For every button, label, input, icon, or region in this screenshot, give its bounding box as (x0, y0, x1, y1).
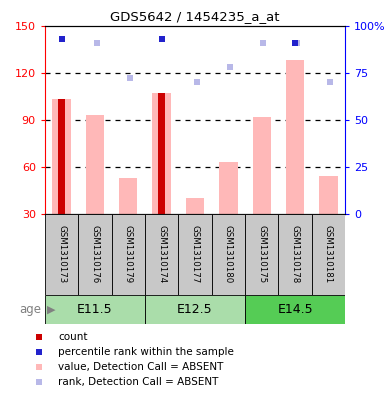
Bar (45, 214, 78, 295)
Text: GSM1310174: GSM1310174 (157, 225, 166, 284)
Bar (145, 295, 245, 324)
Text: rank, Detection Call = ABSENT: rank, Detection Call = ABSENT (58, 377, 219, 387)
Text: E14.5: E14.5 (277, 303, 313, 316)
Bar (145, 214, 178, 295)
Bar (158, 93, 165, 214)
Bar (319, 176, 338, 214)
Bar (219, 162, 238, 214)
Text: GSM1310181: GSM1310181 (324, 225, 333, 284)
Bar (58, 99, 65, 214)
Text: GSM1310178: GSM1310178 (291, 225, 300, 284)
Text: ▶: ▶ (47, 305, 55, 314)
Text: GSM1310179: GSM1310179 (124, 226, 133, 283)
Text: E12.5: E12.5 (177, 303, 213, 316)
Bar (178, 214, 212, 295)
Text: GSM1310175: GSM1310175 (257, 225, 266, 284)
Bar (253, 117, 271, 214)
Bar (186, 198, 204, 214)
Text: GSM1310173: GSM1310173 (57, 225, 66, 284)
Bar (119, 178, 137, 214)
Text: percentile rank within the sample: percentile rank within the sample (58, 347, 234, 357)
Bar (286, 60, 304, 214)
Bar (45, 295, 145, 324)
Bar (52, 99, 71, 214)
Text: GSM1310177: GSM1310177 (190, 225, 200, 284)
Text: GSM1310180: GSM1310180 (224, 225, 233, 284)
Text: GSM1310176: GSM1310176 (90, 225, 99, 284)
Bar (312, 214, 345, 295)
Bar (78, 214, 112, 295)
Bar (245, 295, 345, 324)
Bar (112, 214, 145, 295)
Text: value, Detection Call = ABSENT: value, Detection Call = ABSENT (58, 362, 224, 372)
Bar (152, 93, 171, 214)
Bar (245, 214, 278, 295)
Text: E11.5: E11.5 (77, 303, 113, 316)
Title: GDS5642 / 1454235_a_at: GDS5642 / 1454235_a_at (110, 10, 280, 23)
Bar (278, 214, 312, 295)
Text: count: count (58, 332, 88, 342)
Text: age: age (19, 303, 41, 316)
Bar (212, 214, 245, 295)
Bar (86, 115, 104, 214)
